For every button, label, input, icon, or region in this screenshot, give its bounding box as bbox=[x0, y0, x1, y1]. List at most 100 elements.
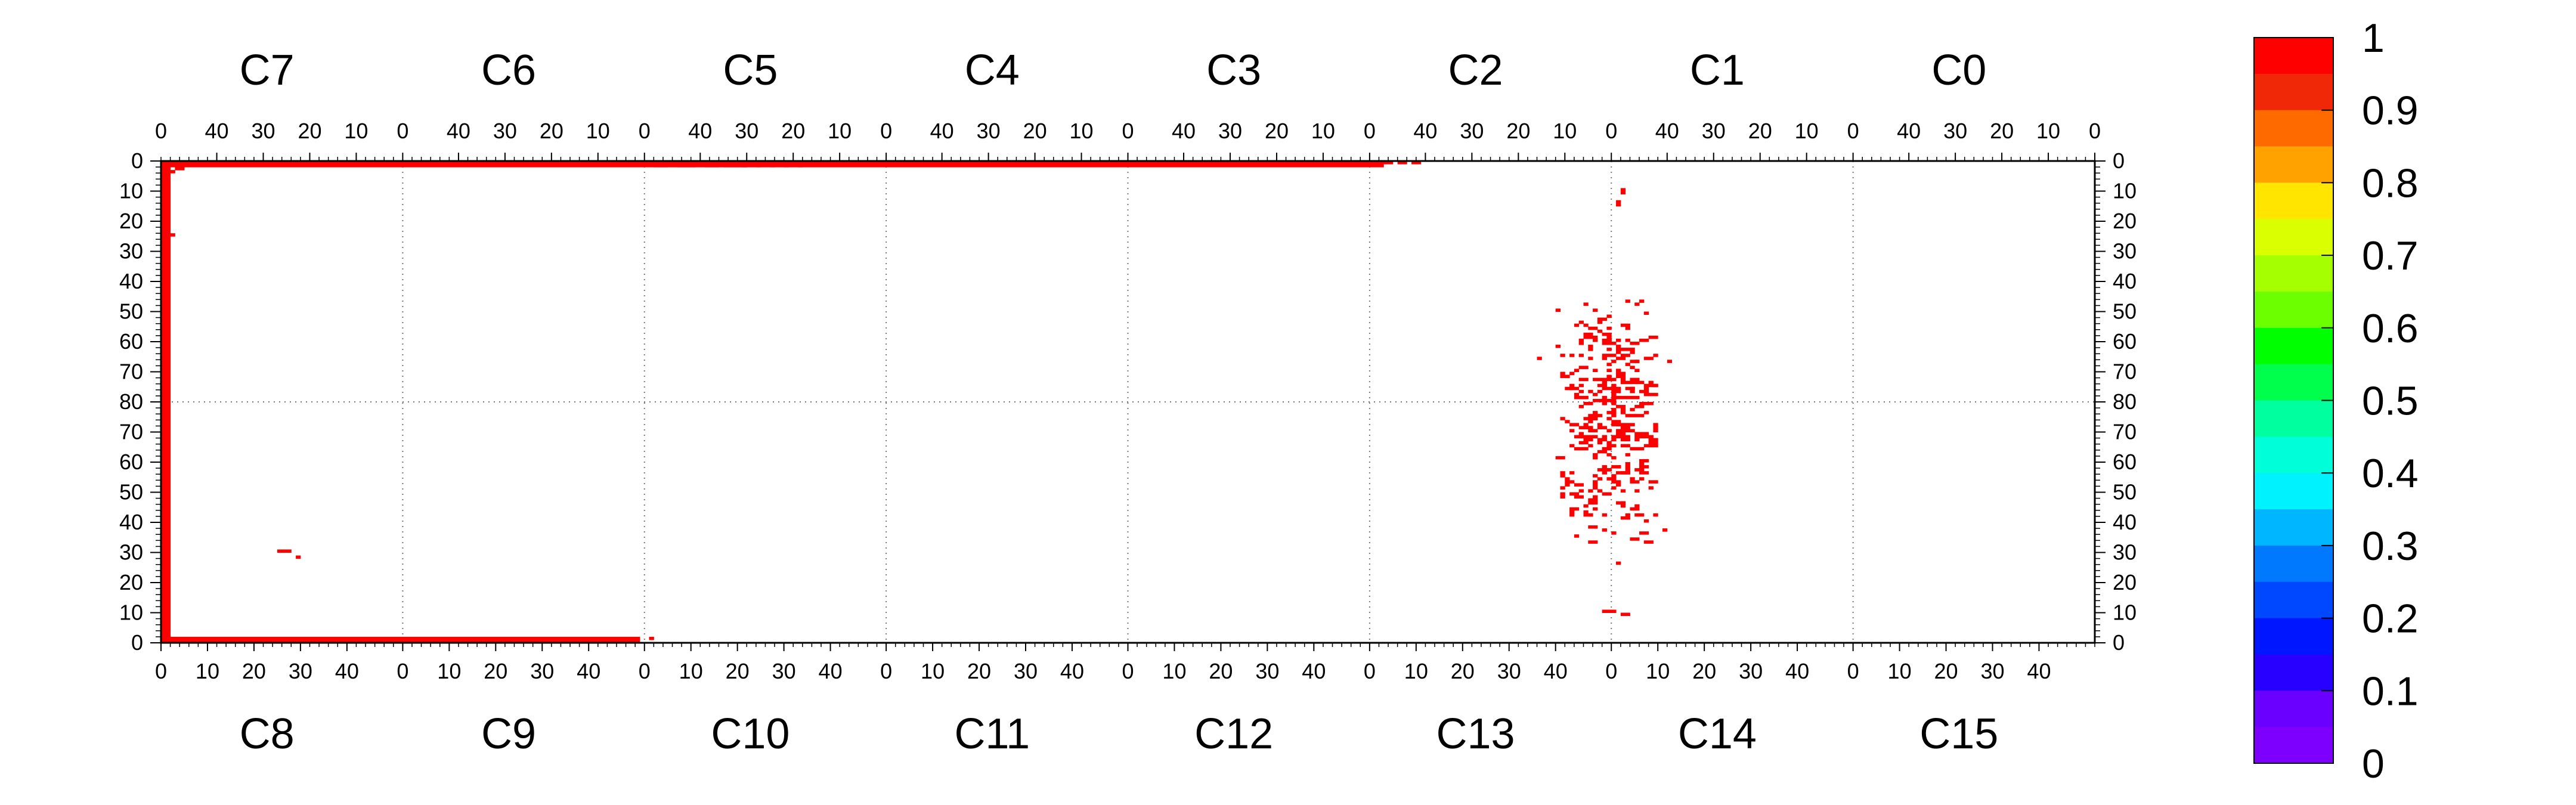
hit-cluster bbox=[1593, 480, 1598, 484]
hit-cluster bbox=[1611, 477, 1617, 481]
hit-cluster bbox=[1639, 468, 1645, 472]
colorbar-band bbox=[2254, 364, 2333, 401]
top-tick-label: 10 bbox=[1070, 119, 1094, 143]
top-tick-label: 0 bbox=[1122, 119, 1134, 143]
hit-cluster bbox=[1606, 377, 1612, 382]
hit-cluster bbox=[1555, 456, 1561, 460]
bottom-tick-label: 20 bbox=[242, 659, 266, 683]
hit-cluster bbox=[1606, 411, 1617, 414]
hit-isolated bbox=[277, 549, 292, 553]
hit-cluster bbox=[1593, 486, 1598, 490]
bottom-tick-label: 0 bbox=[1364, 659, 1376, 683]
hit-cluster bbox=[1643, 459, 1649, 463]
hit-cluster bbox=[1588, 389, 1593, 394]
right-tick-label: 30 bbox=[2113, 540, 2137, 565]
top-tick-label: 10 bbox=[828, 119, 852, 143]
top-tick-label: 0 bbox=[397, 119, 408, 143]
colorbar-band bbox=[2254, 110, 2333, 147]
hit-cluster bbox=[1606, 369, 1612, 372]
hit-cluster bbox=[1593, 414, 1603, 417]
colorbar-tick-label: 0.9 bbox=[2362, 88, 2419, 134]
hit-cluster bbox=[1620, 377, 1626, 382]
hit-cluster bbox=[1583, 435, 1589, 439]
top-tick-label: 20 bbox=[1023, 119, 1047, 143]
hit-cluster bbox=[1616, 369, 1621, 372]
hit-isolated bbox=[296, 555, 301, 559]
hit-cluster bbox=[1578, 338, 1584, 342]
hit-cluster bbox=[1588, 326, 1598, 330]
hit-cluster bbox=[1588, 402, 1593, 405]
colorbar-band bbox=[2254, 691, 2333, 727]
bottom-tick-label: 40 bbox=[1785, 659, 1809, 683]
chip-label-bottom: C15 bbox=[1919, 710, 1998, 758]
hit-cluster bbox=[1588, 525, 1598, 529]
hit-cluster bbox=[1667, 360, 1673, 363]
left-tick-label: 20 bbox=[119, 570, 143, 595]
hit-cluster bbox=[1602, 609, 1617, 613]
axis-ticks bbox=[150, 153, 2106, 651]
top-tick-label: 20 bbox=[1506, 119, 1530, 143]
colorbar-tick-label: 0.7 bbox=[2362, 233, 2419, 278]
hit-cluster bbox=[1565, 477, 1570, 481]
colorbar: 1 0.9 0.8 0.7 0.6 0.5 0.4 0.3 0.2 0.1 0 bbox=[2253, 16, 2419, 787]
hit-cluster bbox=[1620, 354, 1630, 357]
left-tick-label: 60 bbox=[119, 329, 143, 354]
hit-cluster bbox=[1569, 510, 1575, 514]
hit-cluster bbox=[1630, 477, 1635, 481]
chip-label-top: C2 bbox=[1448, 47, 1503, 94]
hit-cluster bbox=[1662, 528, 1668, 532]
hit-cluster bbox=[1625, 468, 1630, 472]
left-tick-label: 30 bbox=[119, 540, 143, 565]
hit-cluster bbox=[1611, 474, 1617, 478]
hit-cluster bbox=[1565, 420, 1570, 423]
hit-cluster bbox=[1602, 528, 1607, 532]
hit-cluster bbox=[1634, 302, 1640, 306]
hit-cluster bbox=[1611, 414, 1617, 417]
hit-cluster bbox=[1616, 465, 1621, 469]
hit-cluster bbox=[1639, 380, 1645, 385]
hit-cluster bbox=[1634, 369, 1640, 372]
bottom-tick-label: 10 bbox=[921, 659, 945, 683]
hit-cluster bbox=[1648, 486, 1654, 490]
colorbar-band bbox=[2254, 473, 2333, 510]
hit-cluster bbox=[1602, 435, 1607, 439]
hit-cluster bbox=[1606, 354, 1612, 357]
hit-cluster bbox=[1602, 386, 1612, 391]
hit-cluster bbox=[1611, 386, 1617, 391]
hit-cluster bbox=[1602, 402, 1607, 405]
hit-cluster bbox=[1639, 338, 1649, 342]
right-tick-label: 20 bbox=[2113, 209, 2137, 233]
hit-cluster bbox=[1611, 342, 1617, 345]
chip-label-bottom: C14 bbox=[1678, 710, 1757, 758]
hit-cluster bbox=[1588, 345, 1593, 348]
hit-cluster bbox=[1620, 380, 1626, 385]
hit-cluster bbox=[1634, 435, 1640, 439]
hit-cluster bbox=[1606, 444, 1612, 448]
left-tick-label: 0 bbox=[131, 630, 143, 655]
hit-cluster bbox=[1620, 444, 1630, 448]
hit-cluster bbox=[1630, 366, 1635, 369]
hit-cluster bbox=[1574, 534, 1580, 538]
hit-cluster bbox=[1560, 456, 1565, 460]
top-tick-label: 10 bbox=[1795, 119, 1819, 143]
hit-cluster bbox=[1611, 420, 1617, 423]
hit-cluster bbox=[1634, 432, 1640, 436]
right-tick-label: 60 bbox=[2113, 450, 2137, 474]
colorbar-tick-label: 0.4 bbox=[2362, 451, 2419, 496]
bottom-tick-label: 10 bbox=[1646, 659, 1670, 683]
hit-cluster bbox=[1639, 435, 1645, 439]
hit-cluster bbox=[1625, 453, 1630, 457]
top-tick-label: 30 bbox=[735, 119, 758, 143]
hit-cluster bbox=[1602, 465, 1607, 469]
hit-cluster bbox=[1588, 348, 1593, 351]
hit-cluster bbox=[1593, 411, 1598, 414]
hit-cluster bbox=[1593, 474, 1598, 478]
bottom-tick-label: 10 bbox=[1888, 659, 1912, 683]
chip-label-bottom: C11 bbox=[954, 710, 1030, 758]
hit-cluster bbox=[1611, 531, 1617, 535]
hit-row-top-sparse bbox=[742, 164, 747, 168]
bottom-tick-label: 20 bbox=[1451, 659, 1475, 683]
hit-cluster bbox=[1602, 398, 1607, 402]
hit-cluster bbox=[1593, 483, 1598, 487]
hit-cluster bbox=[1620, 438, 1626, 442]
